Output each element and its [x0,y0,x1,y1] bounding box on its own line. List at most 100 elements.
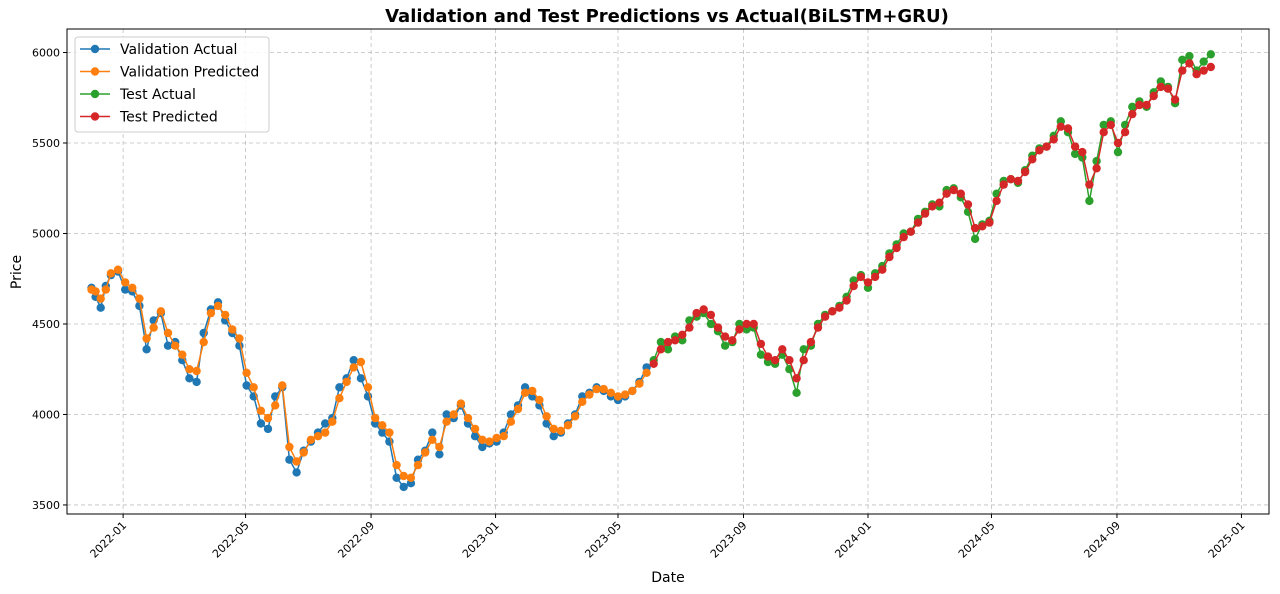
data-point [906,227,915,236]
legend: Validation Actual Validation Predicted Tes… [74,36,270,133]
data-point [96,303,105,312]
data-point [335,394,344,403]
data-point [413,460,423,470]
data-point [728,336,737,345]
data-point [363,383,373,392]
y-tick-label: 3500 [32,499,60,512]
data-point [713,323,723,332]
data-point [699,305,708,314]
data-point [142,334,151,343]
data-point [1085,196,1094,206]
data-point [549,424,558,434]
data-point [720,332,730,341]
data-point [978,222,987,231]
data-point [478,435,487,444]
data-point [570,412,580,421]
data-point [371,413,380,423]
data-point [478,442,487,452]
data-point [1185,59,1194,68]
data-point [292,457,301,466]
data-point [1156,82,1166,92]
data-point [1199,57,1208,66]
x-axis-label: Date [651,570,684,586]
plot-frame [66,28,1270,515]
legend-marker [90,112,100,121]
data-point [149,323,158,332]
data-point [321,419,330,428]
data-point [785,356,794,365]
data-point [849,281,858,291]
legend-item: Validation Actual [80,42,237,58]
data-point [899,232,908,242]
data-point [828,307,837,316]
data-point [999,180,1008,189]
y-axis-label: Price [9,255,25,289]
data-point [313,432,323,441]
data-point [592,384,601,394]
data-point [121,285,130,294]
data-point [392,473,401,482]
data-point [1085,180,1094,189]
data-point [121,278,130,287]
data-point [813,323,823,332]
data-point [1120,128,1130,137]
data-point [663,345,673,354]
data-point [1099,120,1108,130]
data-point [206,308,216,318]
legend-box [74,36,270,133]
data-point [485,437,494,446]
legend-marker [90,67,100,76]
data-point [142,345,151,354]
data-point [1106,120,1116,130]
data-point [706,310,716,320]
data-point [335,383,344,392]
data-point [101,285,111,294]
data-point [1128,102,1137,112]
data-point [649,359,658,368]
data-point [942,189,951,198]
data-point [292,468,301,477]
data-point [663,337,673,347]
legend-marker [90,44,100,54]
data-point [1099,128,1108,137]
data-point [271,401,280,410]
data-point [1185,51,1194,61]
data-point [1163,84,1173,93]
data-point [1056,122,1066,131]
data-point [1149,91,1158,101]
data-point [1128,109,1137,119]
data-point [656,337,666,347]
data-point [1070,142,1080,151]
series-test-predicted [649,59,1216,383]
series-layer [87,50,1216,492]
data-point [799,356,808,365]
data-point [970,223,980,233]
data-point [135,301,144,311]
data-point [192,377,201,387]
data-point [428,435,437,444]
data-point [635,379,644,388]
legend-label: Validation Predicted [120,65,259,81]
data-point [556,426,566,435]
data-point [185,365,194,374]
data-point [449,410,458,419]
data-point [442,417,451,426]
data-point [520,388,530,397]
data-point [1049,135,1058,144]
chart-title: Validation and Test Predictions vs Actua… [385,6,949,27]
data-point [256,406,266,415]
data-point [385,428,394,437]
data-point [428,428,437,437]
data-point [456,399,466,408]
data-point [1028,155,1037,164]
data-point [1192,70,1201,79]
data-point [213,301,223,311]
data-point [599,384,608,394]
data-point [578,397,587,406]
data-point [470,424,480,434]
data-point [563,421,573,430]
data-point [1199,66,1208,75]
data-point [378,428,387,437]
data-point [756,350,766,359]
